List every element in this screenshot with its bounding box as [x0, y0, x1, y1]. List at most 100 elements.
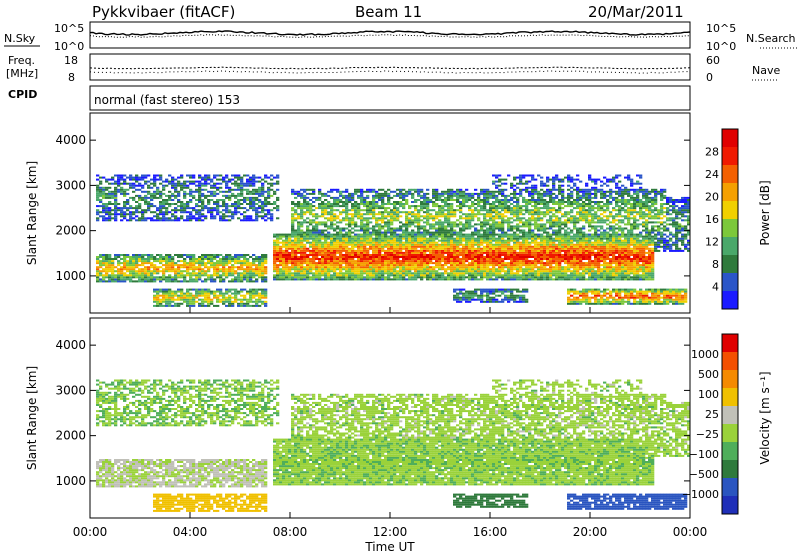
power-cell	[258, 192, 262, 195]
power-cell	[486, 194, 490, 197]
power-cell	[420, 251, 424, 254]
power-cell	[408, 251, 412, 254]
power-cell	[183, 298, 187, 301]
power-cell	[222, 219, 226, 222]
power-cell	[468, 235, 472, 238]
power-cell	[114, 199, 118, 201]
power-cell	[171, 298, 175, 301]
power-cell	[249, 178, 253, 181]
power-cell	[522, 223, 526, 226]
power-cell	[315, 207, 319, 210]
power-cell	[462, 278, 466, 281]
power-cell	[315, 223, 319, 226]
power-cell	[258, 262, 262, 265]
power-cell	[405, 223, 409, 226]
power-cell	[462, 229, 466, 232]
power-cell	[297, 241, 301, 244]
power-cell	[510, 199, 514, 201]
power-cell	[507, 227, 511, 230]
power-cell	[168, 268, 172, 271]
power-cell	[432, 219, 436, 222]
power-cell	[495, 290, 499, 293]
power-cell	[414, 213, 418, 216]
power-cell	[384, 278, 388, 281]
power-cell	[168, 304, 172, 307]
power-cell	[132, 274, 136, 277]
power-cell	[393, 209, 397, 212]
power-cell	[123, 258, 127, 260]
power-cell	[435, 221, 439, 224]
power-cell	[243, 188, 247, 191]
power-cell	[336, 237, 340, 240]
power-cell	[429, 249, 433, 252]
power-cell	[471, 196, 475, 199]
power-cell	[435, 231, 439, 234]
power-cell	[516, 229, 520, 232]
power-cell	[363, 241, 367, 244]
power-cell	[513, 298, 517, 301]
power-cell	[321, 221, 325, 224]
power-cell	[432, 249, 436, 252]
power-cell	[366, 266, 370, 269]
power-cell	[459, 190, 463, 193]
power-cell	[507, 251, 511, 254]
power-cell	[399, 247, 403, 250]
power-cell	[480, 243, 484, 246]
power-cell	[429, 278, 433, 281]
power-cell	[468, 294, 472, 297]
power-cell	[516, 241, 520, 244]
power-cell	[522, 243, 526, 246]
power-cell	[450, 194, 454, 197]
power-cell	[264, 215, 268, 218]
power-cell	[171, 276, 175, 279]
power-cell	[351, 194, 355, 197]
power-cell	[423, 194, 427, 197]
power-cell	[462, 270, 466, 273]
power-cell	[462, 292, 466, 295]
power-cell	[396, 245, 400, 248]
power-cell	[231, 278, 235, 281]
power-cell	[372, 196, 376, 199]
power-cell	[189, 266, 193, 269]
power-cell	[294, 247, 298, 250]
power-cell	[453, 288, 457, 291]
power-cell	[462, 256, 466, 258]
power-cell	[189, 288, 193, 291]
power-cell	[255, 298, 259, 301]
power-cell	[465, 239, 469, 242]
power-cell	[201, 298, 205, 301]
power-cell	[285, 276, 289, 279]
power-cell	[420, 203, 424, 205]
power-cell	[282, 235, 286, 238]
power-cell	[372, 254, 376, 256]
power-cell	[378, 213, 382, 216]
power-cell	[507, 241, 511, 244]
power-cell	[225, 190, 229, 193]
power-cell	[300, 247, 304, 250]
power-cell	[327, 203, 331, 205]
power-cell	[225, 298, 229, 301]
power-cell	[456, 262, 460, 265]
power-cell	[303, 231, 307, 234]
power-cell	[243, 274, 247, 277]
power-cell	[105, 266, 109, 269]
power-cell	[333, 247, 337, 250]
power-cell	[489, 233, 493, 236]
power-cell	[372, 239, 376, 242]
power-cell	[468, 256, 472, 258]
power-cell	[513, 207, 517, 210]
power-cell	[204, 215, 208, 218]
power-cell	[420, 243, 424, 246]
power-cell	[354, 190, 358, 193]
power-cell	[432, 217, 436, 220]
power-cell	[450, 223, 454, 226]
power-cell	[393, 194, 397, 197]
power-cell	[207, 209, 211, 212]
power-cell	[246, 209, 250, 212]
power-cell	[342, 235, 346, 238]
power-cell	[471, 268, 475, 271]
power-cell	[108, 213, 112, 216]
power-cell	[390, 196, 394, 199]
power-cell	[297, 276, 301, 279]
power-cell	[267, 192, 271, 195]
